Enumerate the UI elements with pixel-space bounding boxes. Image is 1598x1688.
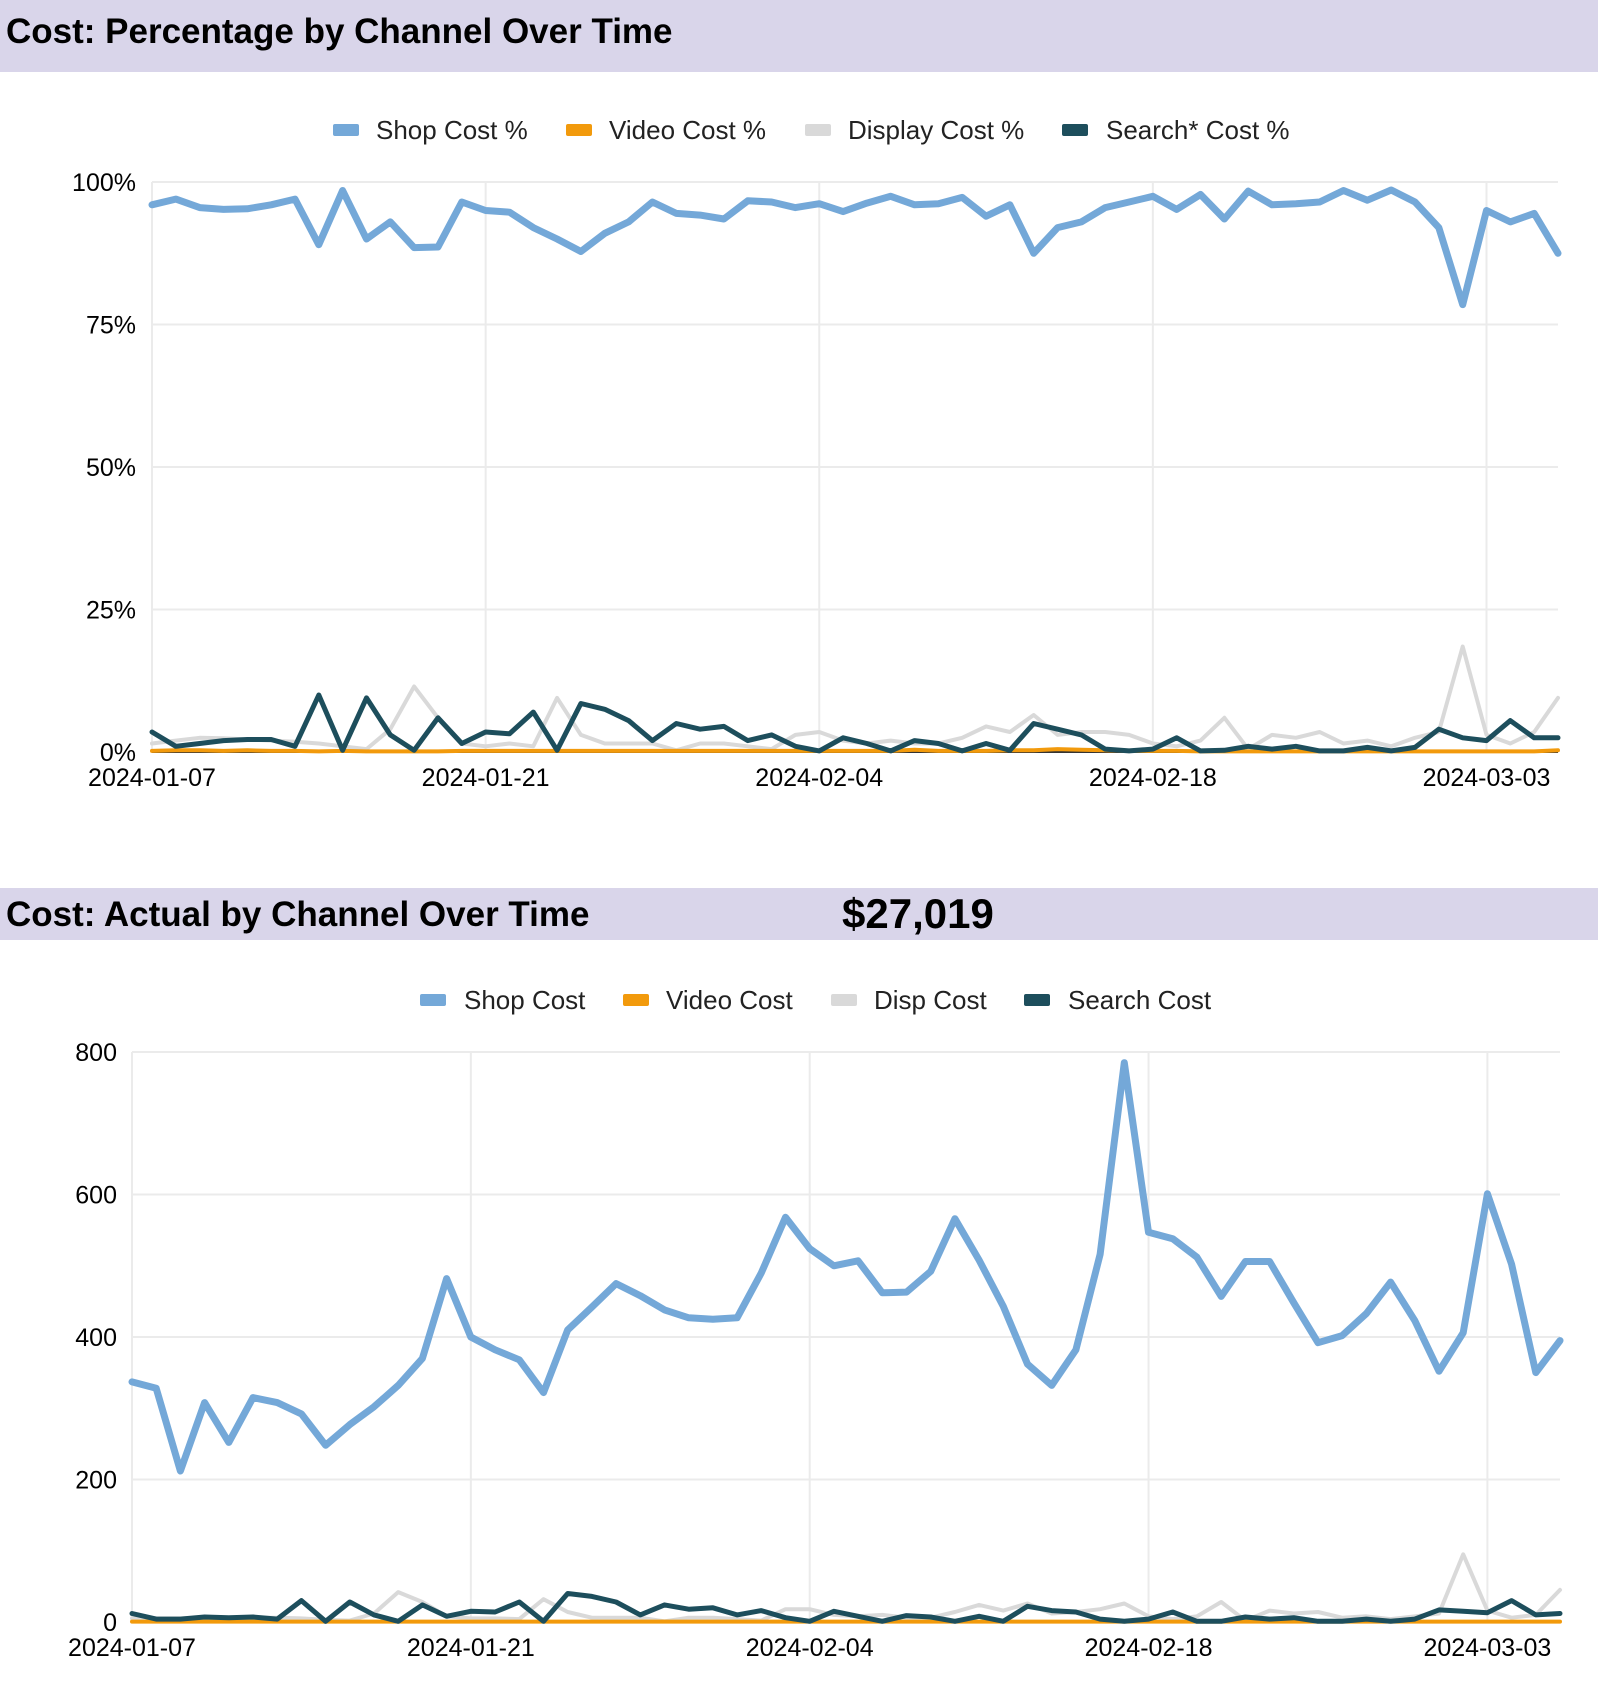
actual-series-line-search-cost — [129, 1591, 1563, 1624]
pct-legend-swatch-display-cost[interactable] — [805, 124, 831, 136]
actual-legend-swatch-shop-cost[interactable] — [420, 994, 446, 1006]
percentage-line-chart: 0% 25% 50% 75% 100% 2024-01-07 2024-01-21 2024-… — [72, 115, 1562, 792]
pct-legend-swatch-search-cost[interactable] — [1062, 124, 1088, 136]
actual-legend-label-disp-cost[interactable]: Disp Cost — [874, 985, 987, 1015]
total-cost-value: $27,019 — [842, 890, 994, 937]
actual-x-tick-label: 2024-01-07 — [68, 1634, 196, 1662]
pct-legend-swatch-shop-cost[interactable] — [333, 124, 359, 136]
actual-line-chart: 0 200 400 600 800 2024-01-07 2024-01-21 2024-02… — [68, 985, 1564, 1662]
pct-legend-label-shop-cost[interactable]: Shop Cost % — [376, 115, 528, 145]
actual-legend-swatch-disp-cost[interactable] — [831, 994, 857, 1006]
pct-x-tick-label: 2024-02-18 — [1089, 764, 1217, 792]
pct-y-tick-label: 75% — [86, 312, 136, 340]
actual-y-tick-label: 0 — [103, 1609, 117, 1637]
actual-legend-label-shop-cost[interactable]: Shop Cost — [464, 985, 586, 1015]
actual-legend-label-search-cost[interactable]: Search Cost — [1068, 985, 1212, 1015]
pct-legend-label-display-cost[interactable]: Display Cost % — [848, 115, 1024, 145]
pct-x-tick-label: 2024-02-04 — [755, 764, 883, 792]
pct-series-line-search-cost — [149, 692, 1561, 754]
actual-x-tick-label: 2024-01-21 — [407, 1634, 535, 1662]
pct-legend-label-search-cost[interactable]: Search* Cost % — [1106, 115, 1290, 145]
percentage-chart-title: Cost: Percentage by Channel Over Time — [6, 12, 673, 51]
pct-legend-label-video-cost[interactable]: Video Cost % — [609, 115, 766, 145]
pct-legend-swatch-video-cost[interactable] — [566, 124, 592, 136]
actual-section-header: Cost: Actual by Channel Over Time $27,01… — [0, 888, 1598, 940]
pct-series-line-display-cost — [150, 644, 1560, 753]
actual-legend-swatch-search-cost[interactable] — [1024, 994, 1050, 1006]
pct-y-tick-label: 50% — [86, 454, 136, 482]
actual-legend-label-video-cost[interactable]: Video Cost — [666, 985, 793, 1015]
pct-y-tick-label: 25% — [86, 597, 136, 625]
actual-y-tick-label: 800 — [75, 1039, 117, 1067]
actual-x-tick-label: 2024-02-04 — [746, 1634, 874, 1662]
pct-x-tick-label: 2024-03-03 — [1423, 764, 1551, 792]
actual-y-tick-label: 600 — [75, 1182, 117, 1210]
actual-series-line-shop-cost — [128, 1059, 1564, 1475]
actual-x-tick-label: 2024-02-18 — [1085, 1634, 1213, 1662]
pct-series-line-shop-cost — [148, 186, 1562, 309]
pct-y-tick-label: 0% — [100, 739, 136, 767]
actual-legend-swatch-video-cost[interactable] — [623, 994, 649, 1006]
actual-chart-title: Cost: Actual by Channel Over Time — [6, 895, 590, 934]
actual-x-tick-label: 2024-03-03 — [1423, 1634, 1551, 1662]
pct-x-tick-label: 2024-01-21 — [422, 764, 550, 792]
actual-y-tick-label: 400 — [75, 1324, 117, 1352]
pct-x-tick-label: 2024-01-07 — [88, 764, 216, 792]
pct-y-tick-label: 100% — [72, 169, 136, 197]
actual-y-tick-label: 200 — [75, 1467, 117, 1495]
percentage-section-header: Cost: Percentage by Channel Over Time — [0, 0, 1598, 72]
